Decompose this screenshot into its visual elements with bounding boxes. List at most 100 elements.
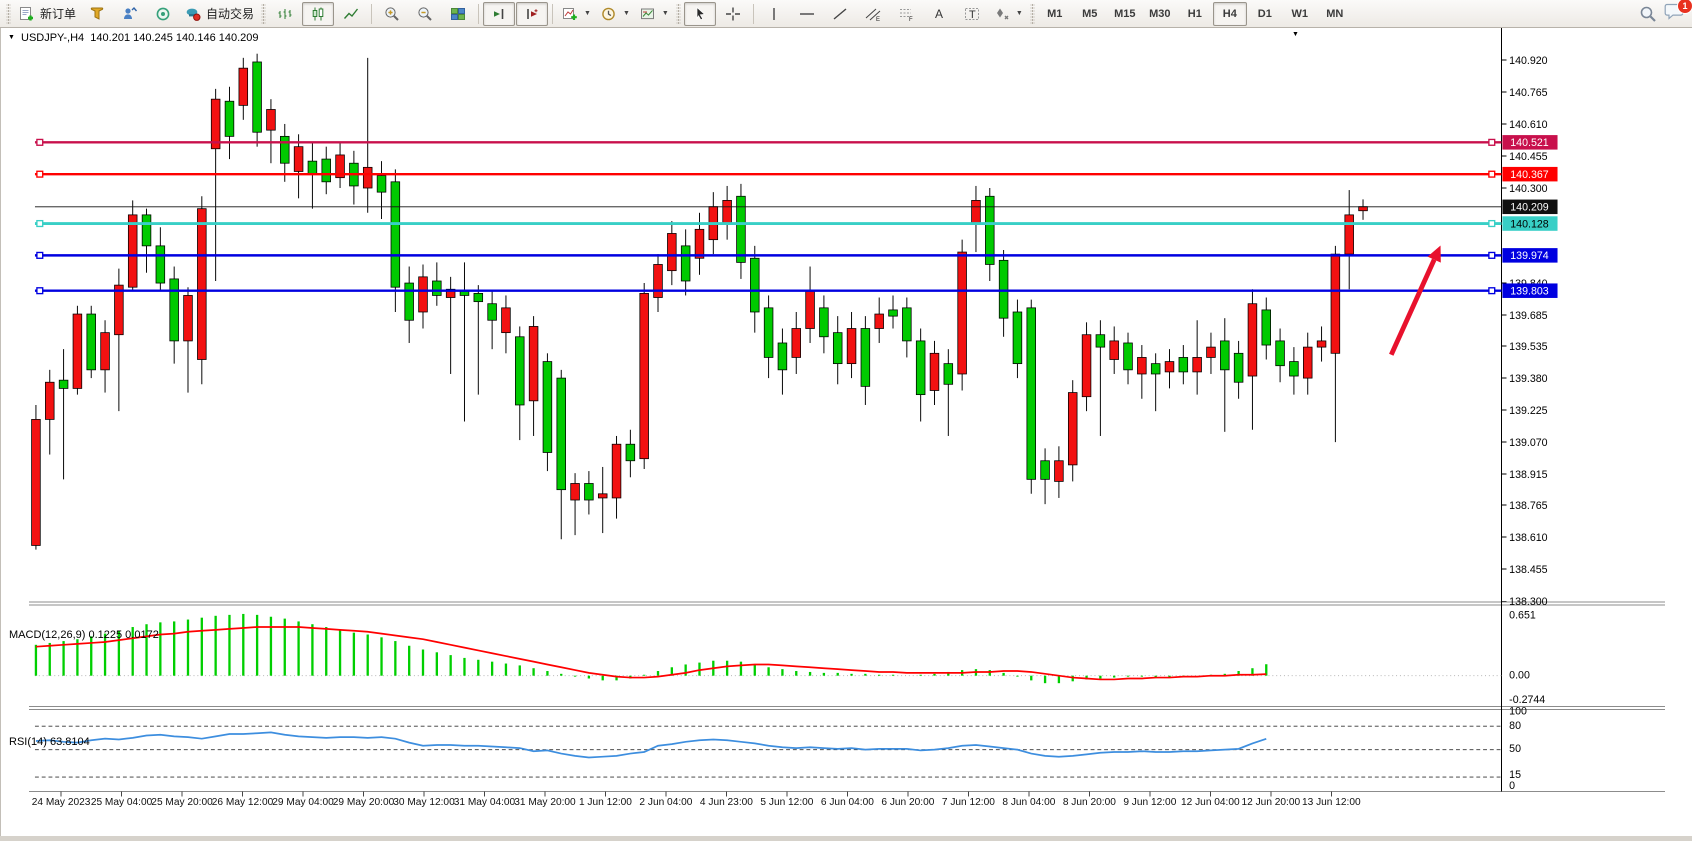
line-handle[interactable]	[1488, 219, 1496, 228]
line-handle[interactable]	[36, 219, 44, 228]
candle-body	[639, 292, 649, 460]
timeframe-m30-button[interactable]: M30	[1149, 7, 1171, 20]
text-label-icon: T	[964, 7, 979, 21]
autotrading-button[interactable]: 自动交易	[180, 2, 258, 26]
candle-body	[155, 245, 166, 284]
rsi-pane[interactable]: 100 80 50 150	[34, 705, 1527, 792]
timeframe-h4-button[interactable]: H4	[1212, 1, 1247, 26]
bar-chart-button[interactable]	[269, 2, 301, 26]
text-tool-button[interactable]: A	[923, 2, 955, 26]
candle-body	[335, 154, 345, 179]
rsi-indicator-label: RSI(14) 63.8104	[9, 736, 90, 748]
line-handle[interactable]	[1488, 287, 1496, 295]
toolbar-grip[interactable]	[675, 3, 681, 24]
candle-body	[1302, 346, 1313, 379]
tile-windows-button[interactable]	[442, 2, 474, 26]
trend-arrow-annotation[interactable]	[1389, 245, 1441, 356]
candle-body	[114, 284, 124, 336]
macd-axis-label: 0.00	[1509, 670, 1530, 682]
price-level-badge-label: 140.521	[1510, 137, 1548, 149]
trendline-tool-button[interactable]	[824, 2, 856, 26]
candle-body	[459, 290, 470, 296]
chart-window[interactable]: 140.920 140.765 140.610 140.455 140.300 139.8…	[0, 28, 1692, 836]
toolbar-grip[interactable]	[6, 3, 11, 24]
chevron-down-icon[interactable]: ▼	[584, 10, 591, 17]
profiles-button[interactable]	[81, 2, 113, 26]
timeframe-h1-button[interactable]: H1	[1187, 7, 1202, 20]
candle-body	[58, 379, 69, 389]
chart-objects-dropdown-icon[interactable]: ▼	[8, 34, 15, 41]
candle-body	[1330, 253, 1341, 354]
chevron-down-icon[interactable]: ▼	[1015, 10, 1023, 17]
line-handle[interactable]	[36, 251, 44, 259]
chart-quick-menu-icon[interactable]: ▼	[1292, 31, 1299, 38]
indicators-button[interactable]: ▼	[557, 2, 595, 26]
candle-chart-button[interactable]	[302, 1, 335, 26]
time-tick-label: 12 Jun 04:00	[1181, 797, 1240, 808]
fibonacci-tool-button[interactable]: F	[890, 2, 922, 26]
timeframe-d1-button[interactable]: D1	[1257, 7, 1272, 20]
macd-pane[interactable]: 0.651 0.00 -0.2744	[34, 610, 1545, 706]
candle-body	[418, 276, 428, 313]
chevron-down-icon[interactable]: ▼	[622, 10, 630, 17]
toolbar-grip[interactable]	[261, 3, 267, 24]
time-tick-label: 25 May 20:00	[151, 797, 213, 808]
chart-shift-button[interactable]	[516, 1, 549, 26]
vertical-line-tool-button[interactable]	[758, 2, 790, 26]
notifications-button[interactable]: 1	[1664, 0, 1692, 26]
time-axis[interactable]: 24 May 2023 25 May 04:00 25 May 20:00 26 Ma…	[32, 791, 1361, 809]
shapes-tool-button[interactable]: ▼	[989, 2, 1027, 26]
profiles-icon	[90, 7, 104, 20]
time-tick-label: 31 May 04:00	[454, 797, 516, 808]
chevron-down-icon[interactable]: ▼	[661, 10, 669, 17]
candle-body	[376, 175, 387, 193]
zoom-in-button[interactable]	[376, 2, 408, 26]
candle-body	[1316, 340, 1327, 348]
auto-scroll-icon	[494, 8, 504, 19]
navigator-button[interactable]	[147, 2, 179, 26]
line-handle[interactable]	[1488, 251, 1496, 259]
toolbar-grip[interactable]	[1029, 3, 1035, 24]
line-handle[interactable]	[36, 138, 44, 146]
chart-canvas[interactable]: 140.920 140.765 140.610 140.455 140.300 139.8…	[1, 28, 1692, 841]
rsi-axis-label: 80	[1509, 720, 1521, 732]
crosshair-button[interactable]	[717, 2, 749, 26]
price-level-badge-label: 140.209	[1510, 202, 1548, 214]
candle-body	[127, 214, 138, 288]
candle-body	[238, 67, 249, 106]
market-watch-button[interactable]	[114, 2, 146, 26]
price-tick-label: 139.535	[1509, 341, 1547, 353]
text-label-tool-button[interactable]: T	[956, 2, 988, 26]
line-handle[interactable]	[36, 170, 44, 178]
equidistant-channel-tool-button[interactable]: E	[857, 2, 889, 26]
new-order-button[interactable]: 新订单	[14, 2, 80, 26]
auto-scroll-button[interactable]	[483, 1, 516, 26]
notification-badge: 1	[1677, 0, 1692, 14]
time-tick-label: 8 Jun 04:00	[1002, 797, 1055, 808]
candle-body	[597, 493, 608, 499]
price-tick-label: 138.765	[1509, 500, 1547, 512]
candle-body	[860, 328, 871, 387]
search-icon[interactable]	[1638, 5, 1658, 23]
periods-button[interactable]: ▼	[596, 2, 634, 26]
zoom-out-button[interactable]	[409, 2, 441, 26]
timeframe-m15-button[interactable]: M15	[1114, 7, 1136, 20]
timeframe-m1-button[interactable]: M1	[1047, 7, 1063, 20]
line-handle[interactable]	[36, 287, 44, 295]
templates-button[interactable]: ▼	[635, 2, 673, 26]
candle-body	[307, 160, 318, 174]
candle-body	[1275, 340, 1285, 367]
line-handle[interactable]	[1488, 138, 1496, 146]
timeframe-w1-button[interactable]: W1	[1291, 7, 1309, 20]
horizontal-line-tool-button[interactable]	[791, 2, 823, 26]
line-handle[interactable]	[1488, 170, 1496, 178]
candle-body	[280, 135, 290, 164]
line-chart-button[interactable]	[335, 2, 367, 26]
timeframe-m5-button[interactable]: M5	[1082, 7, 1098, 20]
cursor-button[interactable]	[683, 1, 716, 26]
price-levels-layer: 140.521 140.367 140.209 140.128 139.974 139.8…	[34, 135, 1558, 298]
timeframe-mn-button[interactable]: MN	[1326, 7, 1344, 20]
candle-body	[266, 109, 276, 131]
candles-layer	[31, 53, 1368, 550]
candle-body	[72, 313, 83, 389]
